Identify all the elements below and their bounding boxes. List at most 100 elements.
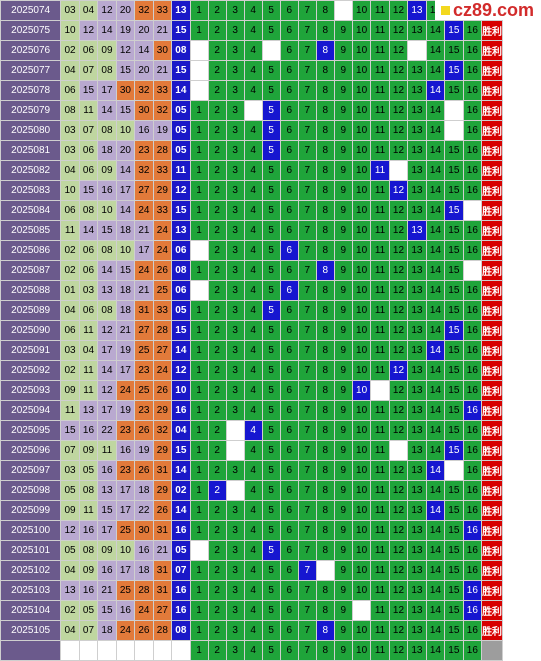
trend-cell: 6 (279, 540, 299, 561)
result-badge: 胜利 (481, 160, 504, 181)
red-ball-cell: 14 (97, 360, 117, 381)
pick-cell[interactable]: 6 (279, 640, 299, 661)
red-ball-cell: 23 (134, 400, 154, 421)
trend-cell: 9 (333, 500, 353, 521)
red-ball-cell: 32 (134, 160, 154, 181)
pick-cell[interactable]: 3 (225, 640, 245, 661)
red-ball-cell: 08 (97, 60, 117, 81)
pick-cell[interactable]: 12 (388, 640, 409, 661)
trend-cell: 3 (225, 100, 245, 121)
trend-cell: 11 (370, 320, 390, 341)
trend-cell: 5 (261, 160, 281, 181)
trend-cell: 13 (407, 260, 427, 281)
trend-cell: 3 (225, 360, 245, 381)
trend-cell: 6 (279, 260, 299, 281)
trend-cell: 7 (297, 380, 317, 401)
trend-cell: 14 (425, 240, 446, 261)
trend-cell: 16 (462, 360, 483, 381)
pick-cell[interactable]: 13 (407, 640, 427, 661)
trend-cell: 5 (261, 0, 281, 21)
blue-hit-cell: 15 (444, 200, 464, 221)
pick-cell[interactable]: 15 (444, 640, 464, 661)
trend-cell: 6 (279, 460, 299, 481)
trend-cell: 12 (388, 500, 409, 521)
trend-cell: 10 (351, 220, 372, 241)
red-ball-cell: 16 (78, 520, 99, 541)
pick-cell[interactable]: 9 (333, 640, 353, 661)
trend-cell: 3 (225, 220, 245, 241)
table-row: 2025084 06 08 10 14 24 33 15 1 2 3 4 5 6 7 8 9 10 11 12 13 14… (0, 200, 541, 221)
trend-cell: 13 (407, 300, 427, 321)
red-ball-cell: 06 (78, 300, 99, 321)
result-badge: 胜利 (481, 400, 504, 421)
trend-cell: 15 (444, 400, 464, 421)
trend-cell: 15 (444, 240, 464, 261)
red-ball-cell: 21 (115, 320, 136, 341)
trend-cell: 4 (243, 280, 263, 301)
trend-cell: 3 (225, 460, 245, 481)
red-ball-cell: 28 (152, 140, 173, 161)
trend-cell: 3 (225, 600, 245, 621)
pick-cell[interactable]: 11 (370, 640, 390, 661)
result-badge: 胜利 (481, 320, 504, 341)
trend-cell: 2 (207, 340, 227, 361)
pick-cell[interactable]: 16 (462, 640, 483, 661)
period-cell: 2025089 (0, 300, 62, 321)
blue-hit-cell: 12 (388, 360, 409, 381)
trend-cell: 7 (297, 620, 317, 641)
trend-cell: 6 (279, 40, 299, 61)
red-ball-cell: 22 (97, 420, 117, 441)
red-ball-cell: 17 (97, 520, 117, 541)
trend-cell: 13 (407, 140, 427, 161)
trend-cell: 4 (243, 400, 263, 421)
trend-cell: 6 (279, 100, 299, 121)
table-row: 2025085 11 14 15 18 21 24 13 1 2 3 4 5 6 7 8 9 10 11 12 13 14… (0, 220, 541, 241)
trend-cell: 1 (189, 140, 209, 161)
pick-cell[interactable]: 10 (351, 640, 372, 661)
red-ball-cell: 25 (115, 580, 136, 601)
red-ball-cell: 28 (152, 320, 173, 341)
red-ball-cell: 21 (152, 20, 173, 41)
trend-cell: 16 (462, 320, 483, 341)
pick-cell[interactable]: 5 (261, 640, 281, 661)
pick-cell[interactable]: 4 (243, 640, 263, 661)
red-ball-cell: 03 (60, 140, 80, 161)
red-ball-cell: 29 (152, 400, 173, 421)
red-ball-cell: 08 (78, 540, 99, 561)
empty-number-cell (171, 640, 191, 661)
red-ball-cell: 11 (78, 500, 99, 521)
blue-ball-cell: 13 (171, 220, 191, 241)
red-ball-cell: 20 (134, 60, 154, 81)
trend-cell: 7 (297, 80, 317, 101)
red-ball-cell: 13 (97, 480, 117, 501)
trend-cell: 2 (207, 400, 227, 421)
result-badge: 胜利 (481, 360, 504, 381)
trend-cell: 2 (207, 420, 227, 441)
trend-cell: 4 (243, 200, 263, 221)
trend-cell: 14 (425, 440, 446, 461)
trend-cell: 3 (225, 500, 245, 521)
blue-hit-cell: 13 (407, 0, 427, 21)
trend-cell: 13 (407, 420, 427, 441)
trend-cell: 4 (243, 20, 263, 41)
trend-cell: 9 (333, 20, 353, 41)
pick-cell[interactable]: 1 (189, 640, 209, 661)
pick-cell[interactable]: 2 (207, 640, 227, 661)
trend-cell: 15 (444, 220, 464, 241)
trend-cell: 3 (225, 0, 245, 21)
period-cell: 2025086 (0, 240, 62, 261)
trend-cell: 9 (333, 600, 353, 621)
blue-hit-cell: 14 (425, 340, 446, 361)
trend-cell: 9 (333, 340, 353, 361)
trend-cell: 6 (279, 120, 299, 141)
trend-cell: 1 (189, 220, 209, 241)
trend-cell: 3 (225, 60, 245, 81)
pick-cell[interactable]: 14 (425, 640, 446, 661)
red-ball-cell: 03 (78, 280, 99, 301)
red-ball-cell: 19 (115, 20, 136, 41)
trend-cell: 16 (462, 20, 483, 41)
red-ball-cell: 08 (97, 240, 117, 261)
pick-cell[interactable]: 8 (315, 640, 335, 661)
pick-cell[interactable]: 7 (297, 640, 317, 661)
